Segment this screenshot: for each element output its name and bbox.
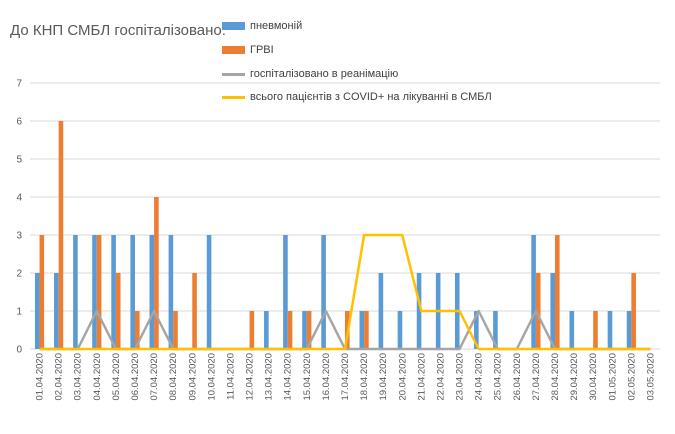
x-tick-label: 24.04.2020 [474,353,485,401]
bar-pneumonia [264,311,269,349]
bar-arvi [364,311,369,349]
bar-arvi [192,273,197,349]
x-tick-label: 07.04.2020 [149,353,160,401]
x-tick-label: 28.04.2020 [550,353,561,401]
bar-arvi [39,235,45,349]
bar-pneumonia [531,235,536,349]
x-tick-label: 30.04.2020 [588,353,599,401]
legend-label-covid-total: всього пацієнтів з COVID+ на лікуванні в… [250,91,492,103]
y-tick-label: 7 [16,79,22,90]
bar-arvi [249,311,255,349]
y-tick-label: 6 [16,117,22,128]
x-tick-label: 10.04.2020 [206,353,217,401]
x-tick-label: 01.05.2020 [607,353,618,401]
bar-arvi [555,235,560,349]
x-tick-label: 23.04.2020 [455,353,466,401]
x-tick-label: 16.04.2020 [321,353,332,401]
legend-swatch-arvi [222,46,245,54]
x-tick-label: 25.04.2020 [493,353,504,401]
y-tick-label: 5 [16,155,22,166]
legend-swatch-pneumonia [222,22,245,30]
x-tick-label: 06.04.2020 [130,353,141,401]
legend-swatch-covid-total [222,96,245,99]
y-tick-label: 1 [16,307,22,318]
bar-pneumonia [206,235,212,349]
bar-pneumonia [397,311,403,349]
x-tick-label: 05.04.2020 [111,353,122,401]
bar-arvi [58,121,64,349]
x-tick-label: 17.04.2020 [340,353,351,401]
bar-arvi [115,273,121,349]
y-tick-label: 4 [16,193,22,204]
y-tick-label: 0 [16,345,22,356]
x-tick-label: 21.04.2020 [416,353,427,401]
bar-arvi [631,273,636,349]
x-tick-label: 26.04.2020 [512,353,523,401]
y-tick-label: 3 [16,231,22,242]
y-tick-label: 2 [16,269,22,280]
x-tick-label: 09.04.2020 [187,353,198,401]
bar-pneumonia [168,235,174,349]
legend-label-pneumonia: пневмоній [250,20,303,32]
bar-pneumonia [378,273,384,349]
bar-pneumonia [493,311,498,349]
x-tick-label: 03.04.2020 [73,353,84,401]
bar-pneumonia [73,235,78,349]
x-tick-label: 08.04.2020 [168,353,179,401]
x-tick-label: 01.04.2020 [35,353,46,401]
bar-pneumonia [130,235,135,349]
bar-pneumonia [321,235,326,349]
bar-arvi [154,197,159,349]
bar-pneumonia [111,235,116,349]
x-tick-label: 14.04.2020 [283,353,294,401]
x-tick-label: 22.04.2020 [435,353,446,401]
x-tick-label: 27.04.2020 [531,353,542,401]
bar-pneumonia [92,235,97,349]
legend-label-arvi: ГРВІ [250,44,274,56]
legend-swatch-icu [222,73,245,76]
x-tick-label: 03.05.2020 [645,353,656,401]
x-tick-label: 02.05.2020 [626,353,637,401]
x-tick-label: 13.04.2020 [264,353,275,401]
bar-pneumonia [416,273,422,349]
bar-pneumonia [34,273,40,349]
x-tick-label: 19.04.2020 [378,353,389,401]
bar-pneumonia [149,235,155,349]
x-tick-label: 02.04.2020 [54,353,65,401]
bar-pneumonia [359,311,365,349]
x-tick-label: 15.04.2020 [302,353,313,401]
bar-arvi [593,311,598,349]
x-tick-label: 29.04.2020 [569,353,580,401]
bar-pneumonia [54,273,59,349]
bar-arvi [135,311,140,349]
series-line-covid-total [39,233,651,351]
bar-arvi [96,235,102,349]
bar-arvi [306,311,312,349]
legend-label-icu: госпіталізовано в реанімацію [250,68,399,80]
bar-pneumonia [550,273,555,349]
bar-pneumonia [302,311,307,349]
x-tick-label: 18.04.2020 [359,353,370,401]
bar-pneumonia [569,311,575,349]
bar-arvi [535,273,541,349]
x-tick-label: 12.04.2020 [245,353,256,401]
x-tick-label: 20.04.2020 [397,353,408,401]
x-tick-label: 04.04.2020 [92,353,103,401]
bar-pneumonia [626,311,632,349]
bar-arvi [287,311,293,349]
bar-pneumonia [607,311,613,349]
bar-pneumonia [283,235,288,349]
bar-pneumonia [474,311,479,349]
bar-arvi [173,311,178,349]
x-tick-label: 11.04.2020 [225,353,236,400]
chart-title: До КНП СМБЛ госпіталізовано: [10,22,226,39]
